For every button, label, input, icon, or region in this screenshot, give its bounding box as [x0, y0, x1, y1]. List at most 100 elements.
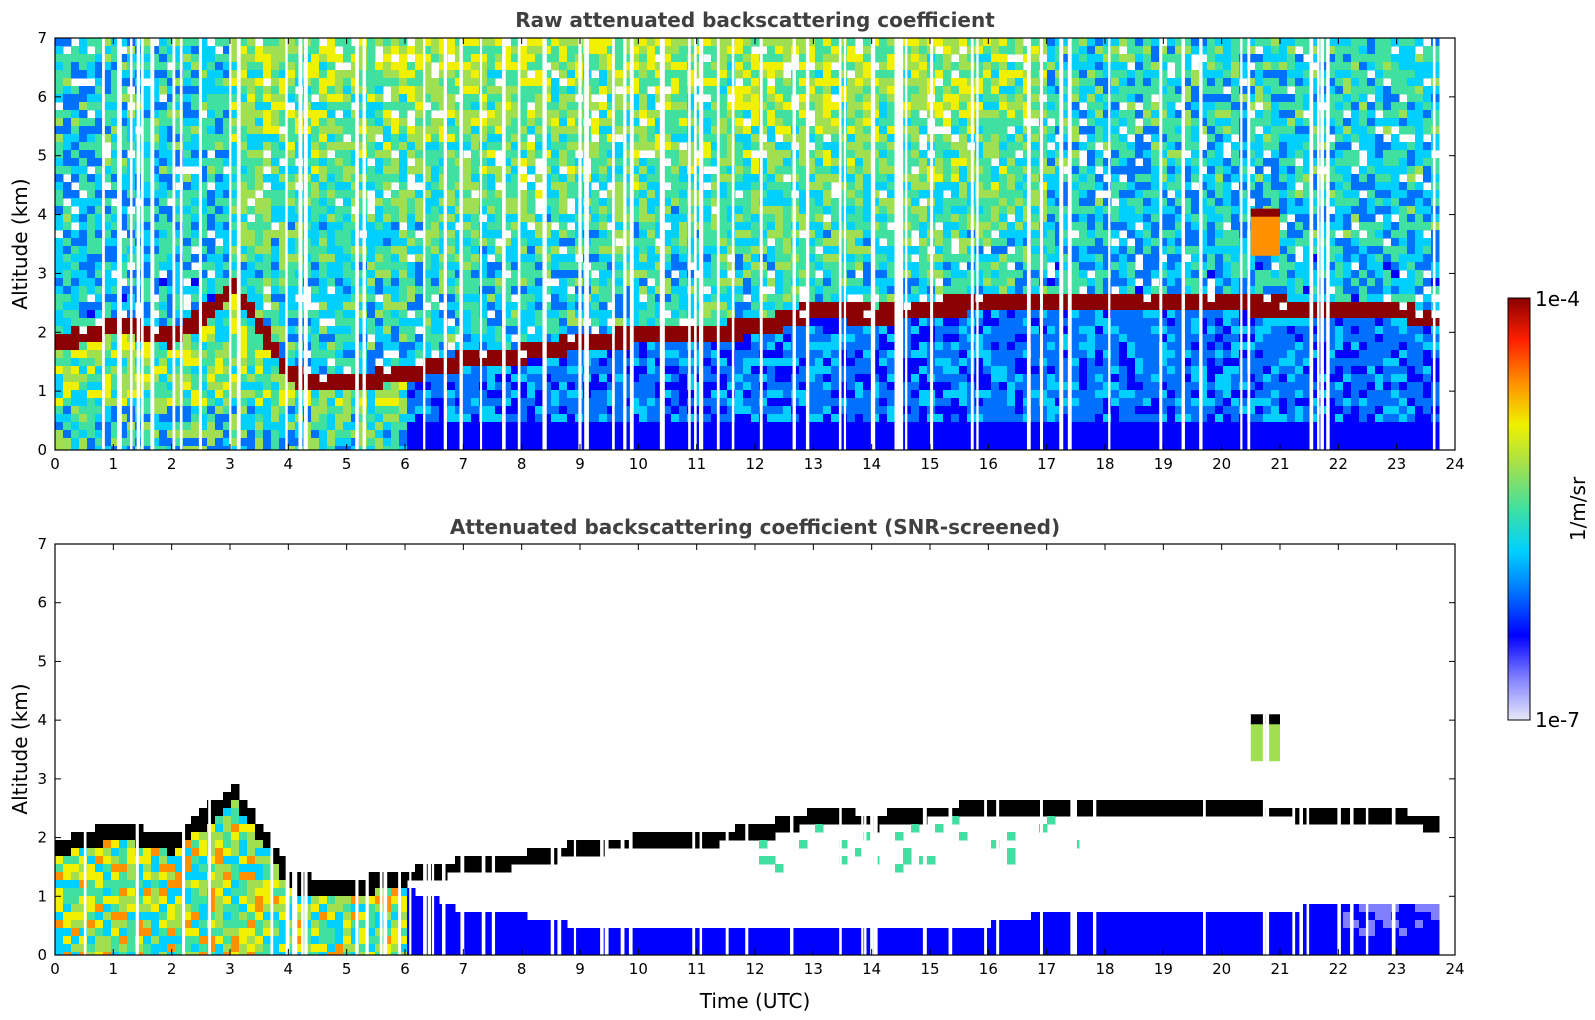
raw-cell: [687, 414, 696, 423]
raw-cell: [263, 382, 272, 391]
raw-cell: [455, 358, 464, 367]
raw-cell: [487, 438, 496, 447]
raw-cell: [103, 254, 112, 263]
raw-cell: [831, 286, 840, 295]
raw-cell: [599, 102, 608, 111]
raw-cell: [671, 46, 680, 55]
raw-cell: [183, 94, 192, 103]
raw-cell: [655, 422, 664, 431]
raw-cell: [415, 446, 424, 450]
raw-cell: [607, 438, 616, 447]
raw-cell: [63, 222, 72, 231]
raw-cell: [279, 326, 288, 335]
raw-cell: [815, 358, 824, 367]
raw-cell: [503, 326, 512, 335]
raw-cell: [239, 350, 248, 359]
raw-cell: [239, 414, 248, 423]
raw-cell: [775, 54, 784, 63]
raw-cell: [223, 422, 232, 431]
raw-cell: [799, 342, 808, 351]
raw-cell: [63, 206, 72, 215]
raw-cell: [607, 102, 616, 111]
raw-cell: [471, 110, 480, 119]
raw-cell: [431, 150, 440, 159]
raw-cell: [831, 222, 840, 231]
raw-cell: [439, 270, 448, 279]
raw-cell: [543, 254, 552, 263]
raw-cell: [399, 38, 408, 47]
raw-cell: [199, 86, 208, 95]
raw-cell: [111, 46, 120, 55]
raw-cell: [719, 358, 728, 367]
raw-cell: [551, 206, 560, 215]
raw-cell: [687, 310, 696, 319]
raw-cell: [231, 358, 240, 367]
raw-cell: [215, 38, 224, 47]
raw-cell: [727, 422, 736, 431]
raw-cell: [215, 302, 224, 311]
raw-cell: [247, 46, 256, 55]
raw-cell: [751, 270, 760, 279]
raw-cell: [487, 86, 496, 95]
raw-cell: [503, 294, 512, 303]
raw-cell: [679, 326, 688, 335]
raw-cell: [655, 446, 664, 450]
raw-cell: [223, 198, 232, 207]
raw-cell: [431, 398, 440, 407]
raw-cell: [727, 134, 736, 143]
raw-cell: [703, 326, 712, 335]
raw-cell: [775, 358, 784, 367]
raw-cell: [471, 54, 480, 63]
raw-cell: [743, 198, 752, 207]
raw-cell: [223, 126, 232, 135]
raw-cell: [663, 230, 672, 239]
raw-cell: [727, 118, 736, 127]
raw-cell: [287, 414, 296, 423]
raw-cell: [263, 190, 272, 199]
raw-cell: [807, 294, 816, 303]
raw-cell: [223, 382, 232, 391]
raw-cell: [215, 286, 224, 295]
raw-cell: [431, 214, 440, 223]
raw-cell: [79, 414, 88, 423]
raw-cell: [431, 438, 440, 447]
raw-cell: [863, 230, 872, 239]
raw-cell: [679, 350, 688, 359]
raw-cell: [55, 382, 64, 391]
raw-cell: [495, 222, 504, 231]
raw-cell: [87, 246, 96, 255]
raw-cell: [119, 430, 128, 439]
raw-cell: [671, 318, 680, 327]
raw-cell: [151, 382, 160, 391]
raw-cell: [151, 270, 160, 279]
raw-cell: [383, 182, 392, 191]
raw-cell: [111, 126, 120, 135]
raw-cell: [199, 422, 208, 431]
raw-cell: [255, 206, 264, 215]
raw-cell: [599, 246, 608, 255]
raw-cell: [399, 238, 408, 247]
raw-cell: [367, 102, 376, 111]
raw-cell: [471, 318, 480, 327]
raw-cell: [831, 198, 840, 207]
raw-cell: [71, 86, 80, 95]
raw-cell: [479, 94, 488, 103]
raw-cell: [119, 350, 128, 359]
raw-cell: [703, 414, 712, 423]
raw-cell: [839, 78, 848, 87]
raw-cell: [431, 86, 440, 95]
raw-cell: [671, 294, 680, 303]
raw-cell: [95, 382, 104, 391]
raw-cell: [647, 422, 656, 431]
raw-cell: [799, 62, 808, 71]
raw-cell: [495, 334, 504, 343]
raw-cell: [551, 294, 560, 303]
raw-cell: [767, 446, 776, 450]
raw-cell: [655, 326, 664, 335]
raw-cell: [647, 358, 656, 367]
raw-cell: [807, 214, 816, 223]
raw-cell: [735, 254, 744, 263]
raw-cell: [71, 134, 80, 143]
raw-cell: [375, 126, 384, 135]
raw-cell: [207, 94, 216, 103]
